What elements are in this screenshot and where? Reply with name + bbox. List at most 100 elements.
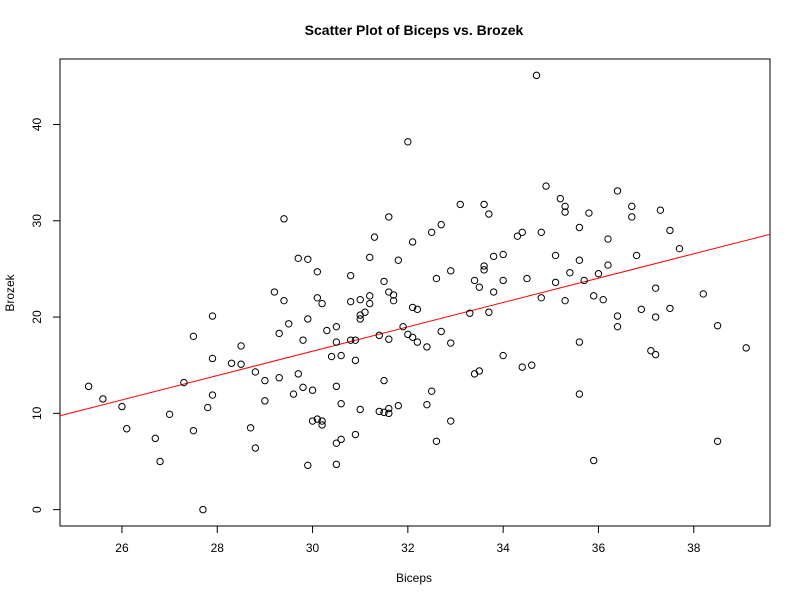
- data-point: [499, 276, 507, 285]
- x-axis-label: Biceps: [396, 571, 432, 585]
- data-point: [366, 292, 374, 300]
- data-point: [423, 343, 431, 351]
- plot-frame: [59, 58, 771, 527]
- data-point: [566, 269, 574, 277]
- data-point: [651, 313, 660, 321]
- data-point: [713, 322, 722, 330]
- x-tick-label: 36: [592, 541, 606, 555]
- data-point: [361, 308, 369, 316]
- data-point: [713, 437, 722, 445]
- data-point: [575, 390, 584, 398]
- data-point: [604, 261, 612, 269]
- data-point: [575, 223, 584, 232]
- y-tick-label: 20: [30, 310, 44, 324]
- data-point: [513, 232, 522, 240]
- data-point: [437, 220, 445, 229]
- data-point: [313, 294, 322, 302]
- data-point: [470, 370, 479, 378]
- data-point: [394, 401, 403, 410]
- x-tick-label: 38: [687, 541, 701, 555]
- x-tick-label: 26: [115, 541, 129, 555]
- data-point: [356, 405, 364, 414]
- data-point: [304, 255, 312, 263]
- data-point: [208, 312, 217, 320]
- data-point: [413, 338, 422, 346]
- data-point: [385, 404, 393, 413]
- data-point: [337, 435, 345, 444]
- data-point: [628, 202, 636, 211]
- x-tick-label: 34: [496, 541, 510, 555]
- data-point: [375, 331, 383, 340]
- data-point: [332, 322, 341, 331]
- data-point: [699, 290, 707, 298]
- data-point: [499, 250, 507, 259]
- data-point: [561, 208, 569, 216]
- data-point: [308, 386, 317, 394]
- data-point: [261, 397, 269, 405]
- data-point: [199, 505, 207, 514]
- data-point: [275, 374, 283, 382]
- data-point: [404, 138, 412, 146]
- data-point: [389, 296, 398, 305]
- data-point: [385, 335, 393, 343]
- data-point: [399, 322, 407, 331]
- data-point: [561, 202, 569, 211]
- data-point: [585, 209, 593, 217]
- data-point: [346, 297, 355, 306]
- data-point: [480, 200, 488, 209]
- data-point: [285, 320, 293, 328]
- data-point: [532, 71, 541, 80]
- data-point: [251, 368, 260, 376]
- data-point: [528, 361, 536, 369]
- data-point: [480, 262, 488, 270]
- x-tick-label: 28: [211, 541, 225, 555]
- data-point: [485, 308, 493, 316]
- data-point: [375, 407, 383, 416]
- data-point: [351, 430, 360, 439]
- data-point: [227, 359, 236, 367]
- fit-line-layer: [59, 233, 771, 417]
- data-point: [666, 304, 674, 313]
- data-point: [675, 244, 684, 253]
- data-point: [537, 294, 545, 302]
- x-tick-label: 32: [401, 541, 415, 555]
- data-point: [208, 391, 217, 399]
- data-point: [437, 327, 445, 336]
- data-point: [666, 226, 674, 235]
- chart-title: Scatter Plot of Biceps vs. Brozek: [305, 22, 524, 38]
- y-tick-label: 30: [30, 214, 44, 228]
- data-point: [313, 268, 322, 276]
- data-point: [423, 400, 431, 409]
- data-point: [656, 206, 665, 214]
- data-point: [304, 461, 312, 470]
- data-point: [204, 403, 212, 412]
- data-point: [380, 277, 388, 286]
- y-tick-label: 0: [30, 506, 44, 513]
- data-point: [380, 408, 388, 417]
- data-point: [370, 233, 379, 241]
- data-point: [346, 336, 355, 344]
- data-point: [456, 200, 464, 209]
- data-point: [485, 210, 493, 218]
- data-point: [385, 288, 393, 296]
- data-point: [394, 256, 403, 264]
- data-point: [280, 215, 288, 223]
- data-point: [294, 254, 302, 263]
- data-point: [637, 305, 646, 314]
- data-point: [475, 367, 484, 375]
- data-point: [613, 312, 622, 320]
- data-point: [156, 457, 164, 466]
- data-point: [647, 347, 655, 355]
- data-point: [523, 274, 531, 283]
- data-point: [323, 326, 331, 335]
- data-point: [385, 213, 393, 221]
- data-point: [575, 256, 584, 264]
- data-point: [575, 338, 584, 346]
- data-point: [489, 252, 498, 261]
- data-point: [356, 296, 364, 304]
- data-point: [499, 351, 507, 360]
- data-point: [470, 276, 479, 285]
- data-point: [304, 315, 312, 323]
- data-point: [280, 296, 288, 305]
- points-layer: [84, 71, 750, 514]
